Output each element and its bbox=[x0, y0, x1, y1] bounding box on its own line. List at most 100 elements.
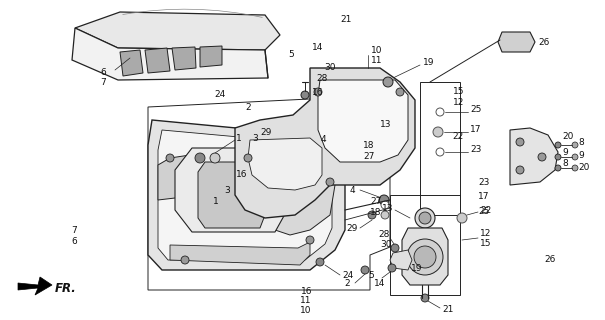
Text: 2: 2 bbox=[245, 103, 250, 112]
Text: 2: 2 bbox=[344, 278, 350, 287]
Text: 14: 14 bbox=[312, 43, 324, 52]
Circle shape bbox=[381, 201, 389, 209]
Polygon shape bbox=[510, 128, 558, 185]
Text: 27: 27 bbox=[363, 152, 374, 161]
Text: 16: 16 bbox=[312, 87, 324, 97]
Text: 17: 17 bbox=[470, 124, 482, 133]
Text: 30: 30 bbox=[380, 239, 391, 249]
Polygon shape bbox=[18, 277, 52, 295]
Circle shape bbox=[316, 258, 324, 266]
Text: 9: 9 bbox=[578, 150, 584, 159]
Text: 21: 21 bbox=[442, 306, 453, 315]
Text: 8: 8 bbox=[563, 159, 569, 168]
Polygon shape bbox=[200, 46, 222, 67]
Text: 28: 28 bbox=[378, 229, 390, 238]
Text: 3: 3 bbox=[252, 133, 258, 142]
Polygon shape bbox=[275, 150, 335, 235]
Text: 8: 8 bbox=[578, 138, 584, 147]
Polygon shape bbox=[148, 120, 345, 270]
Text: 16: 16 bbox=[301, 287, 313, 296]
Text: 20: 20 bbox=[578, 163, 589, 172]
Circle shape bbox=[195, 153, 205, 163]
Text: 22: 22 bbox=[480, 205, 491, 214]
Text: 1: 1 bbox=[236, 133, 242, 142]
Circle shape bbox=[181, 256, 189, 264]
Text: 11: 11 bbox=[371, 55, 382, 65]
Polygon shape bbox=[175, 148, 290, 232]
Circle shape bbox=[419, 212, 431, 224]
Text: 28: 28 bbox=[316, 74, 328, 83]
Text: 18: 18 bbox=[363, 141, 374, 150]
Circle shape bbox=[244, 154, 252, 162]
Circle shape bbox=[306, 236, 314, 244]
Text: 17: 17 bbox=[478, 192, 489, 201]
Circle shape bbox=[572, 154, 578, 160]
Text: 10: 10 bbox=[299, 306, 311, 315]
Circle shape bbox=[361, 266, 369, 274]
Polygon shape bbox=[318, 80, 408, 162]
Polygon shape bbox=[72, 28, 268, 80]
Polygon shape bbox=[198, 162, 265, 228]
Text: FR.: FR. bbox=[55, 282, 77, 294]
Polygon shape bbox=[172, 47, 196, 70]
Text: 4: 4 bbox=[321, 135, 326, 144]
Circle shape bbox=[381, 211, 389, 219]
Circle shape bbox=[572, 165, 578, 171]
Text: 5: 5 bbox=[288, 50, 294, 59]
Polygon shape bbox=[170, 242, 310, 265]
Text: 23: 23 bbox=[470, 145, 482, 154]
Text: 26: 26 bbox=[544, 255, 556, 264]
Polygon shape bbox=[75, 12, 280, 50]
Circle shape bbox=[301, 91, 309, 99]
Text: 23: 23 bbox=[478, 178, 489, 187]
Text: 15: 15 bbox=[453, 87, 464, 96]
Circle shape bbox=[388, 264, 396, 272]
Text: 18: 18 bbox=[370, 207, 382, 217]
Text: 19: 19 bbox=[411, 264, 423, 273]
Text: 20: 20 bbox=[563, 132, 574, 140]
Text: 12: 12 bbox=[480, 228, 491, 237]
Circle shape bbox=[407, 239, 443, 275]
Circle shape bbox=[572, 142, 578, 148]
Polygon shape bbox=[402, 228, 448, 285]
Polygon shape bbox=[145, 48, 170, 73]
Circle shape bbox=[210, 153, 220, 163]
Polygon shape bbox=[390, 250, 412, 270]
Circle shape bbox=[414, 246, 436, 268]
Circle shape bbox=[415, 208, 435, 228]
Text: 14: 14 bbox=[374, 278, 385, 287]
Text: 24: 24 bbox=[342, 270, 353, 279]
Text: 15: 15 bbox=[480, 238, 491, 247]
Circle shape bbox=[421, 294, 429, 302]
Text: 7: 7 bbox=[100, 77, 106, 86]
Circle shape bbox=[433, 127, 443, 137]
Circle shape bbox=[436, 108, 444, 116]
Polygon shape bbox=[498, 32, 535, 52]
Text: 29: 29 bbox=[346, 223, 358, 233]
Circle shape bbox=[457, 213, 467, 223]
Circle shape bbox=[326, 178, 334, 186]
Circle shape bbox=[538, 153, 546, 161]
Text: 9: 9 bbox=[563, 148, 569, 156]
Text: 27: 27 bbox=[370, 196, 381, 205]
Text: 26: 26 bbox=[538, 37, 549, 46]
Circle shape bbox=[555, 165, 561, 171]
Text: 30: 30 bbox=[324, 63, 336, 72]
Text: 25: 25 bbox=[478, 207, 489, 216]
Text: 4: 4 bbox=[350, 186, 356, 195]
Text: 6: 6 bbox=[100, 68, 106, 76]
Text: 1: 1 bbox=[213, 197, 219, 206]
Text: 12: 12 bbox=[453, 98, 464, 107]
Text: 21: 21 bbox=[340, 15, 352, 24]
Circle shape bbox=[396, 88, 404, 96]
Text: 6: 6 bbox=[71, 237, 77, 246]
Circle shape bbox=[436, 148, 444, 156]
Text: 10: 10 bbox=[371, 45, 382, 54]
Circle shape bbox=[516, 166, 524, 174]
Circle shape bbox=[516, 138, 524, 146]
Circle shape bbox=[391, 244, 399, 252]
Circle shape bbox=[555, 142, 561, 148]
Polygon shape bbox=[235, 68, 415, 218]
Polygon shape bbox=[158, 155, 190, 200]
Circle shape bbox=[314, 88, 322, 96]
